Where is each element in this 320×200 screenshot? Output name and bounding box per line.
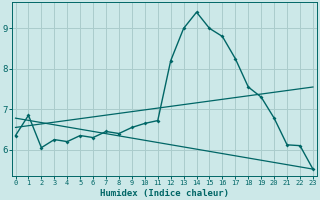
X-axis label: Humidex (Indice chaleur): Humidex (Indice chaleur): [100, 189, 229, 198]
